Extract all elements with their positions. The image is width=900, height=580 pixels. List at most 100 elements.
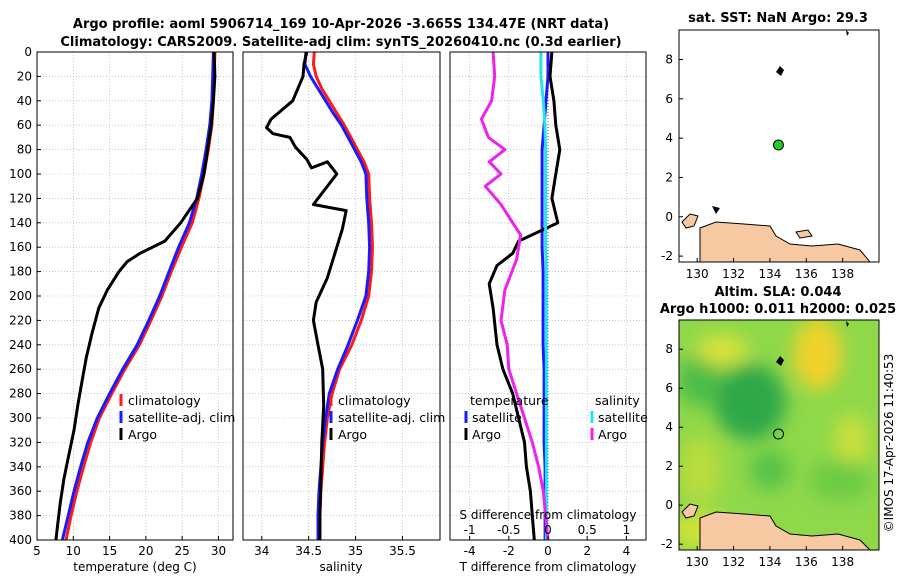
title-line-1: Argo profile: aoml 5906714_169 10-Apr-20… — [73, 17, 609, 32]
y-tick-label: 200 — [9, 289, 32, 303]
y-tick-label: 120 — [9, 191, 32, 205]
y-tick-label: 140 — [9, 216, 32, 230]
map-x-tick-label: 134 — [758, 267, 781, 281]
islet-palau — [776, 356, 784, 366]
legend-group-temperature: temperature — [470, 393, 549, 408]
x-tick-label: 34.5 — [295, 544, 322, 558]
x-tick-label: -4 — [464, 544, 476, 558]
y-tick-label: 300 — [9, 411, 32, 425]
y-tick-label: 160 — [9, 240, 32, 254]
map-x-tick-label: 138 — [831, 555, 854, 569]
y-tick-label: 340 — [9, 460, 32, 474]
x2-tick-label: 0 — [544, 523, 552, 537]
map-x-tick-label: 132 — [722, 267, 745, 281]
series-line-climatology — [311, 52, 374, 540]
y-tick-label: 80 — [17, 143, 32, 157]
map-x-tick-label: 132 — [722, 555, 745, 569]
y-tick-label: 240 — [9, 338, 32, 352]
map-x-tick-label: 134 — [758, 555, 781, 569]
legend-label-argo: Argo — [338, 427, 367, 442]
sla-map-frame — [678, 319, 880, 551]
map-x-tick-label: 138 — [831, 267, 854, 281]
islet-ne — [846, 321, 849, 327]
map-x-tick-label: 136 — [795, 555, 818, 569]
map-y-tick-label: -2 — [661, 249, 673, 263]
temperature-legend: climatology satellite-adj. clim Argo — [119, 393, 235, 442]
x-tick-label: 5 — [33, 544, 41, 558]
legend-label-temperature-argo: Argo — [472, 427, 501, 442]
temperature-x-label: temperature (deg C) — [73, 560, 196, 574]
salinity-plot-frame — [242, 51, 441, 541]
y-tick-label: 20 — [17, 69, 32, 83]
series-line-salinity-argo — [479, 52, 550, 540]
y-tick-label: 380 — [9, 509, 32, 523]
map-y-tick-label: -2 — [661, 537, 673, 551]
y-tick-label: 280 — [9, 387, 32, 401]
salinity-panel: 34 34.5 35 35.5 salinity climatology satell… — [242, 51, 445, 574]
x-tick-label: 4 — [623, 544, 631, 558]
legend-label-climatology: climatology — [128, 393, 201, 408]
island-east — [795, 229, 813, 239]
series-line-argo — [54, 52, 217, 540]
map-y-tick-label: 0 — [665, 210, 673, 224]
y-tick-label: 400 — [9, 533, 32, 547]
series-line-salinity-satellite — [539, 52, 548, 540]
legend-label-argo: Argo — [128, 427, 157, 442]
salinity-legend: climatology satellite-adj. clim Argo — [329, 393, 445, 442]
legend-label-satellite-clim: satellite-adj. clim — [128, 410, 235, 425]
y-tick-label: 40 — [17, 94, 32, 108]
sla-map-subtitle: Argo h1000: 0.011 h2000: 0.025 — [660, 302, 896, 317]
map-y-tick-label: 8 — [665, 342, 673, 356]
x-tick-label: 34 — [254, 544, 269, 558]
x-tick-label: -2 — [503, 544, 515, 558]
y-tick-label: 0 — [24, 45, 32, 59]
legend-label-climatology: climatology — [338, 393, 411, 408]
legend-label-satellite-clim: satellite-adj. clim — [338, 410, 445, 425]
map-y-tick-label: 2 — [665, 170, 673, 184]
y-tick-label: 320 — [9, 435, 32, 449]
y-tick-label: 60 — [17, 118, 32, 132]
x-tick-label: 2 — [583, 544, 591, 558]
x-tick-label: 0 — [544, 544, 552, 558]
temperature-difference-x-label: T difference from climatology — [459, 560, 637, 574]
map-y-tick-label: 8 — [665, 52, 673, 66]
x2-tick-label: 0.5 — [578, 523, 597, 537]
x-tick-label: 10 — [66, 544, 81, 558]
argo-float-marker — [772, 139, 784, 151]
series-line-argo — [265, 52, 348, 540]
series-line-temperature-satellite — [540, 52, 550, 540]
x2-tick-label: -1 — [464, 523, 476, 537]
legend-group-salinity: salinity — [595, 393, 640, 408]
islet-1 — [712, 206, 720, 214]
new-guinea-coast — [699, 221, 871, 262]
y-tick-label: 180 — [9, 265, 32, 279]
salinity-x-label: salinity — [319, 560, 362, 574]
map-y-tick-label: 4 — [665, 420, 673, 434]
map-x-tick-label: 130 — [686, 267, 709, 281]
x-tick-label: 15 — [102, 544, 117, 558]
map-y-tick-label: 6 — [665, 92, 673, 106]
sst-map-title: sat. SST: NaN Argo: 29.3 — [688, 11, 868, 26]
sst-map-frame — [678, 29, 880, 263]
salinity-difference-x-label: S difference from climatology — [460, 508, 637, 522]
map-y-tick-label: 2 — [665, 459, 673, 473]
y-tick-label: 220 — [9, 313, 32, 327]
y-tick-label: 100 — [9, 167, 32, 181]
difference-legend: temperature salinity satellite Argo sate… — [464, 393, 648, 442]
temperature-panel: 0 20 40 60 80 100 120 140 160 180 200 220 240 260 280 3… — [9, 45, 235, 574]
sla-map-panel: Altim. SLA: 0.044 Argo h1000: 0.011 h200… — [660, 285, 896, 569]
x-tick-label: 35 — [348, 544, 363, 558]
y-tick-label: 360 — [9, 484, 32, 498]
map-x-tick-label: 130 — [686, 555, 709, 569]
legend-label-temperature-satellite: satellite — [472, 410, 522, 425]
map-y-tick-label: 4 — [665, 131, 673, 145]
series-line-satellite-adj-clim — [303, 52, 372, 540]
map-y-tick-label: 6 — [665, 381, 673, 395]
x-tick-label: 25 — [175, 544, 190, 558]
x-tick-label: 35.5 — [389, 544, 416, 558]
new-guinea-coast — [699, 511, 871, 550]
sla-heatmap — [679, 320, 879, 550]
difference-panel: -4 -2 0 2 4 -1 -0.5 0 0.5 1 S difference from cl… — [449, 51, 648, 574]
y-tick-label: 260 — [9, 362, 32, 376]
